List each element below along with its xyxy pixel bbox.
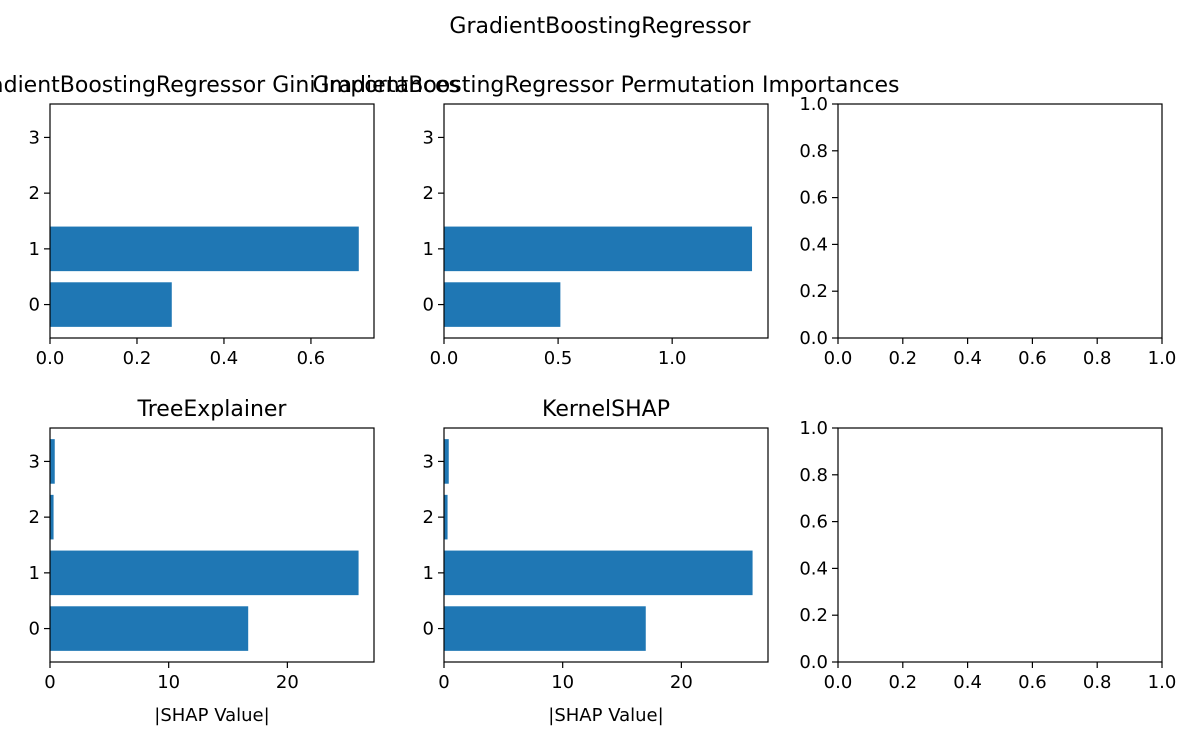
x-tick-label: 0.2 [123, 348, 152, 369]
x-tick-label: 1.0 [1148, 348, 1177, 369]
y-tick-label: 3 [29, 451, 40, 472]
axes-frame [49, 103, 375, 339]
x-tick-label: 0.4 [210, 348, 239, 369]
axes-frame [837, 427, 1163, 663]
subplot-title: TreeExplainer [137, 397, 288, 422]
y-tick-label: 3 [29, 127, 40, 148]
subplot-title: KernelSHAP [542, 397, 670, 422]
x-tick-label: 1.0 [1148, 672, 1177, 693]
y-tick-label: 0 [423, 619, 434, 640]
x-axis-label: |SHAP Value| [548, 705, 663, 726]
y-tick-label: 0.4 [799, 558, 828, 579]
subplot-4: 0 10 20 0 1 2 3 TreeExplainer |SHAP Value| [29, 397, 375, 726]
x-tick-label: 10 [157, 672, 180, 693]
bar-3 [50, 439, 55, 484]
y-tick-label: 3 [423, 451, 434, 472]
y-tick-label: 0.6 [799, 188, 828, 209]
bar-2 [50, 494, 54, 540]
y-tick-label: 0.6 [799, 512, 828, 533]
axes-frame [49, 427, 375, 663]
y-tick-label: 0.2 [799, 605, 828, 626]
bar-3 [444, 439, 449, 484]
x-tick-label: 0.0 [36, 348, 65, 369]
bar-1 [444, 550, 753, 596]
y-tick-label: 2 [423, 183, 434, 204]
y-tick-label: 2 [29, 507, 40, 528]
x-tick-label: 0.4 [953, 672, 982, 693]
x-tick-label: 20 [670, 672, 693, 693]
axes-frame [837, 103, 1163, 339]
x-tick-label: 0.8 [1083, 672, 1112, 693]
y-tick-label: 0.8 [799, 465, 828, 486]
bar-1 [50, 550, 359, 596]
y-tick-label: 1.0 [799, 94, 828, 115]
subplot-title: GradientBoostingRegressor Gini Importanc… [0, 73, 460, 98]
x-tick-label: 0 [438, 672, 449, 693]
x-tick-label: 0.6 [297, 348, 326, 369]
subplot-6: 0.0 0.2 0.4 0.6 0.8 1.0 0.0 0.2 0.4 0.6 0.8 1.0 [799, 418, 1176, 693]
y-tick-label: 0.4 [799, 234, 828, 255]
subplot-2: 0.0 0.5 1.0 0 1 2 3 GradientBoostingRegressor P… [312, 73, 899, 369]
x-tick-label: 0.4 [953, 348, 982, 369]
y-tick-label: 0.0 [799, 652, 828, 673]
y-tick-label: 0.0 [799, 328, 828, 349]
y-tick-label: 0 [29, 619, 40, 640]
y-tick-label: 2 [423, 507, 434, 528]
subplot-3: 0.0 0.2 0.4 0.6 0.8 1.0 0.0 0.2 0.4 0.6 0.8 1.0 [799, 94, 1176, 369]
axes-frame [443, 427, 769, 663]
x-tick-label: 0.5 [544, 348, 573, 369]
y-tick-label: 0 [29, 295, 40, 316]
bar-0 [444, 606, 646, 651]
y-tick-label: 2 [29, 183, 40, 204]
bar-0 [444, 282, 561, 327]
bar-0 [50, 282, 172, 327]
x-tick-label: 10 [551, 672, 574, 693]
x-tick-label: 0.8 [1083, 348, 1112, 369]
x-tick-label: 0.2 [888, 672, 917, 693]
bar-0 [50, 606, 249, 651]
bar-1 [444, 226, 753, 272]
subplot-grid: 0.0 0.2 0.4 0.6 0 1 2 3 GradientBoostingRegresso… [0, 73, 1176, 726]
y-tick-label: 1 [423, 563, 434, 584]
y-tick-label: 1 [29, 563, 40, 584]
y-tick-label: 1 [423, 239, 434, 260]
x-tick-label: 0.0 [824, 672, 853, 693]
x-tick-label: 0.6 [1018, 348, 1047, 369]
x-tick-label: 0.6 [1018, 672, 1047, 693]
subplot-title: GradientBoostingRegressor Permutation Im… [312, 73, 899, 98]
y-tick-label: 1.0 [799, 418, 828, 439]
axes-frame [443, 103, 769, 339]
subplot-5: 0 10 20 0 1 2 3 KernelSHAP |SHAP Value| [423, 397, 769, 726]
figure-title: GradientBoostingRegressor [449, 14, 751, 39]
y-tick-label: 0.2 [799, 281, 828, 302]
subplot-1: 0.0 0.2 0.4 0.6 0 1 2 3 GradientBoostingRegresso… [0, 73, 460, 369]
y-tick-label: 1 [29, 239, 40, 260]
x-tick-label: 0.2 [888, 348, 917, 369]
x-tick-label: 0.0 [430, 348, 459, 369]
bar-2 [444, 494, 448, 540]
x-tick-label: 0 [44, 672, 55, 693]
x-tick-label: 1.0 [658, 348, 687, 369]
x-tick-label: 0.0 [824, 348, 853, 369]
x-tick-label: 20 [276, 672, 299, 693]
x-axis-label: |SHAP Value| [154, 705, 269, 726]
y-tick-label: 0 [423, 295, 434, 316]
bar-1 [50, 226, 359, 272]
y-tick-label: 0.8 [799, 141, 828, 162]
y-tick-label: 3 [423, 127, 434, 148]
